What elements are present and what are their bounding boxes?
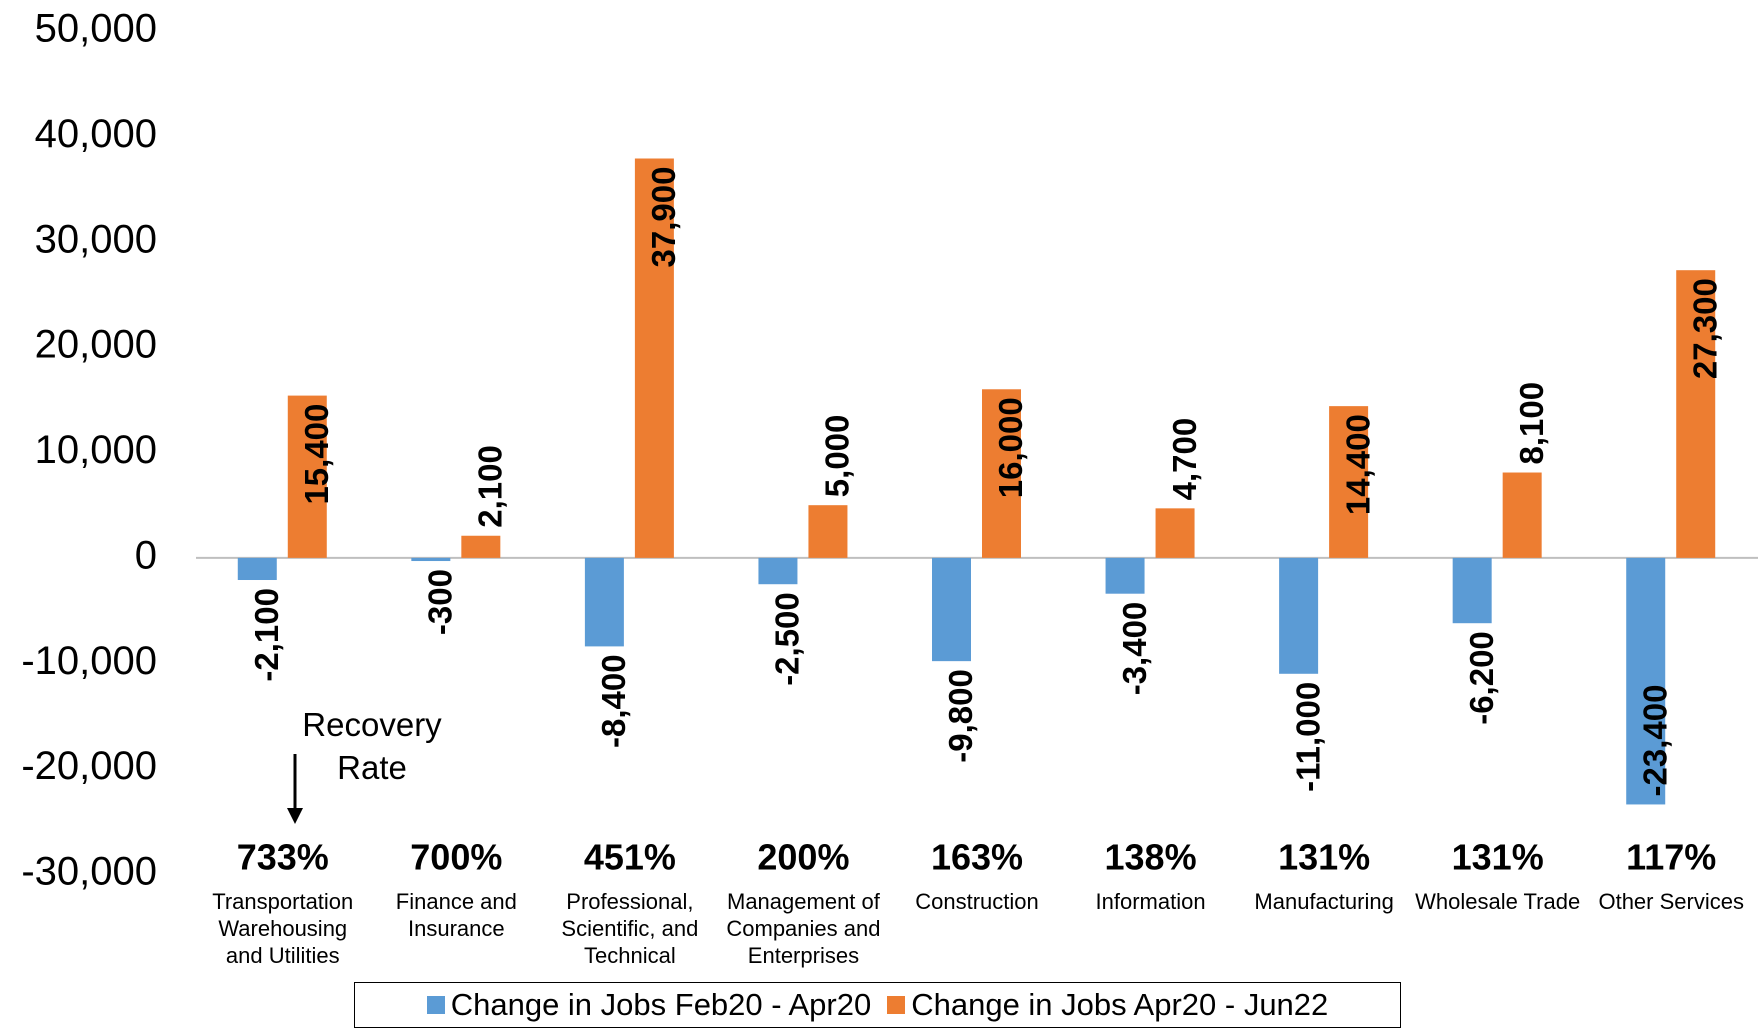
y-tick-label: 50,000: [35, 7, 157, 51]
legend-swatch: [887, 996, 906, 1014]
data-label: 5,000: [819, 415, 856, 498]
bar: [237, 557, 277, 581]
legend-swatch: [426, 996, 445, 1014]
legend-item: Change in Jobs Feb20 - Apr20: [426, 987, 872, 1023]
bar: [758, 557, 798, 585]
x-tick-label: Information: [1095, 889, 1206, 914]
x-tick-label: Manufacturing: [1254, 889, 1394, 914]
bar: [411, 557, 451, 562]
recovery-rate: 200%: [757, 837, 849, 878]
x-tick-label: Other Services: [1598, 889, 1744, 914]
data-label: -6,200: [1463, 631, 1500, 725]
bar: [1502, 472, 1542, 558]
y-tick-label: 20,000: [35, 323, 157, 367]
bar: [461, 535, 501, 558]
y-tick-label: 40,000: [35, 112, 157, 156]
x-tick-label: Finance and Insurance: [395, 889, 517, 941]
data-label: -8,400: [595, 654, 632, 748]
bar: [932, 557, 971, 662]
data-label: -3,400: [1116, 602, 1153, 696]
x-tick-label: Management of Companies and Enterprises: [726, 889, 881, 968]
bar: [1329, 406, 1369, 558]
bar: [808, 505, 848, 558]
bar: [634, 158, 674, 558]
legend: Change in Jobs Feb20 - Apr20 Change in Jo…: [354, 982, 1401, 1028]
arrow-head: [287, 808, 303, 824]
x-tick-label: Wholesale Trade: [1415, 889, 1581, 914]
y-tick-label: -10,000: [21, 639, 157, 683]
data-label: -9,800: [942, 669, 979, 763]
data-label: 14,400: [1339, 414, 1376, 515]
data-label: -2,500: [769, 592, 806, 686]
y-tick-label: 10,000: [35, 428, 157, 472]
data-label: 15,400: [298, 404, 335, 505]
recovery-rate: 117%: [1626, 837, 1716, 878]
data-label: 2,100: [472, 445, 509, 528]
recovery-rate: 138%: [1105, 837, 1197, 878]
bar: [1452, 557, 1492, 624]
data-label: -2,100: [248, 588, 285, 682]
bar: [1105, 557, 1145, 594]
legend-item: Change in Jobs Apr20 - Jun22: [887, 987, 1328, 1023]
data-label: 37,900: [645, 167, 682, 268]
bar: [1155, 508, 1195, 558]
recovery-rate: 131%: [1452, 837, 1544, 878]
bar: [1626, 557, 1666, 805]
x-tick-label: Professional, Scientific, and Technical: [561, 889, 699, 968]
y-tick-label: 0: [135, 533, 157, 577]
data-label: 4,700: [1166, 418, 1203, 501]
data-label: -23,400: [1636, 685, 1673, 797]
recovery-rate: 451%: [584, 837, 676, 878]
data-label: -300: [422, 569, 459, 635]
recovery-rate: 163%: [931, 837, 1023, 878]
data-label: 16,000: [992, 397, 1029, 498]
y-tick-label: 30,000: [35, 217, 157, 261]
bar: [584, 557, 624, 647]
bar: [1279, 557, 1319, 674]
x-tick-label: Construction: [915, 889, 1039, 914]
x-tick-label: Transportation Warehousing and Utilities: [212, 889, 354, 968]
recovery-rate: 131%: [1278, 837, 1370, 878]
recovery-rate: 733%: [237, 837, 329, 878]
legend-label: Change in Jobs Apr20 - Jun22: [911, 987, 1329, 1022]
legend-label: Change in Jobs Feb20 - Apr20: [450, 987, 872, 1022]
bar: [982, 389, 1021, 558]
recovery-rate: 700%: [410, 837, 502, 878]
bar: [287, 395, 327, 558]
annotation: Recovery Rate: [302, 706, 442, 786]
bar: [1676, 270, 1716, 558]
y-tick-label: -30,000: [21, 850, 157, 894]
data-label: 27,300: [1686, 278, 1723, 379]
data-label: 8,100: [1513, 382, 1550, 465]
data-label: -11,000: [1289, 682, 1326, 792]
y-tick-label: -20,000: [21, 744, 157, 788]
